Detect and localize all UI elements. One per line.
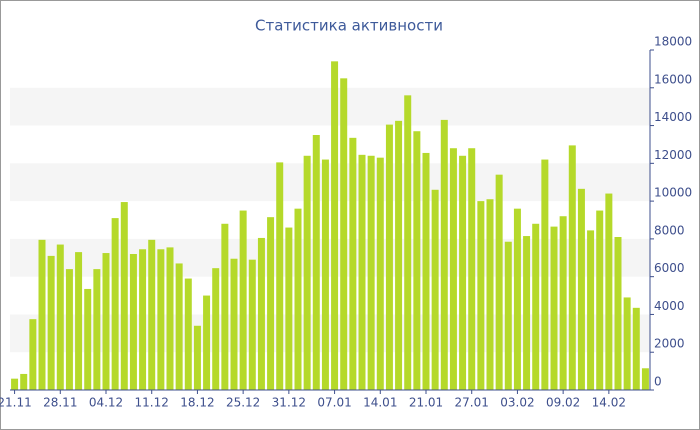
x-tick-label: 07.01	[317, 396, 351, 410]
bar	[276, 162, 284, 390]
bar	[193, 325, 201, 390]
bar	[385, 124, 393, 390]
bar	[148, 239, 156, 390]
bar	[175, 263, 183, 390]
bar	[486, 199, 494, 390]
bar	[267, 217, 275, 390]
bar	[212, 268, 220, 390]
y-tick-label: 2000	[654, 337, 685, 351]
bar	[605, 193, 613, 390]
grid-band	[10, 163, 650, 202]
x-tick-label: 28.11	[43, 396, 77, 410]
bar	[321, 159, 329, 390]
bar	[513, 208, 521, 390]
bar	[504, 241, 512, 390]
bar	[596, 210, 604, 390]
bar	[568, 145, 576, 390]
y-tick-label: 8000	[654, 223, 685, 237]
x-tick-label: 21.11	[0, 396, 32, 410]
bar	[56, 244, 64, 390]
bar	[285, 227, 293, 390]
y-tick-label: 4000	[654, 299, 685, 313]
bar	[120, 202, 128, 390]
bar	[303, 155, 311, 390]
bar	[331, 61, 339, 390]
bar	[75, 252, 83, 390]
bar	[559, 216, 567, 390]
bar	[376, 157, 384, 390]
bar	[93, 269, 101, 390]
bar	[632, 307, 640, 390]
x-tick-label: 14.01	[363, 396, 397, 410]
bar	[139, 249, 147, 390]
bar	[65, 269, 73, 390]
grid-band	[10, 87, 650, 126]
bar	[550, 226, 558, 390]
bar	[495, 174, 503, 390]
bar	[641, 368, 649, 390]
bar	[312, 135, 320, 390]
bar	[623, 297, 631, 390]
bar	[449, 148, 457, 390]
bar	[184, 278, 192, 390]
bar	[157, 249, 165, 390]
bar	[477, 201, 485, 390]
bar	[422, 152, 430, 390]
bar	[221, 223, 229, 390]
bar	[413, 131, 421, 390]
bar	[84, 288, 92, 390]
bar	[340, 78, 348, 390]
chart-title: Статистика активности	[255, 17, 443, 35]
bar	[541, 159, 549, 390]
bar	[230, 258, 238, 390]
bar	[248, 259, 256, 390]
bar	[577, 188, 585, 390]
bar	[203, 295, 211, 390]
bar	[367, 155, 375, 390]
bar	[395, 120, 403, 390]
bar	[468, 148, 476, 390]
bar	[358, 154, 366, 390]
bar	[523, 236, 531, 390]
bar	[431, 189, 439, 390]
bar	[102, 253, 110, 390]
x-tick-label: 18.12	[180, 396, 214, 410]
bar	[257, 237, 265, 390]
bar	[239, 210, 247, 390]
y-tick-label: 12000	[654, 148, 692, 162]
x-tick-label: 11.12	[135, 396, 169, 410]
bar	[587, 230, 595, 390]
bar	[47, 255, 55, 390]
bar	[404, 95, 412, 390]
bar	[38, 239, 46, 390]
bar	[111, 218, 119, 390]
bar	[349, 137, 357, 390]
y-tick-label: 18000	[654, 35, 692, 49]
bar	[29, 319, 37, 390]
bar	[294, 208, 302, 390]
bar	[440, 119, 448, 390]
bar	[532, 223, 540, 390]
x-tick-label: 03.02	[500, 396, 534, 410]
y-tick-label: 0	[654, 375, 662, 389]
x-tick-label: 25.12	[226, 396, 260, 410]
x-tick-label: 04.12	[89, 396, 123, 410]
x-tick-label: 31.12	[272, 396, 306, 410]
x-tick-label: 21.01	[409, 396, 443, 410]
bar	[20, 373, 28, 390]
y-tick-label: 16000	[654, 72, 692, 86]
bar	[11, 378, 19, 390]
bar	[166, 247, 174, 390]
x-tick-label: 27.01	[455, 396, 489, 410]
y-tick-label: 6000	[654, 261, 685, 275]
x-tick-label: 14.02	[592, 396, 626, 410]
bar	[129, 254, 137, 390]
y-tick-label: 14000	[654, 110, 692, 124]
x-tick-label: 09.02	[546, 396, 580, 410]
y-tick-label: 10000	[654, 186, 692, 200]
bar	[459, 155, 467, 390]
bar	[614, 237, 622, 390]
